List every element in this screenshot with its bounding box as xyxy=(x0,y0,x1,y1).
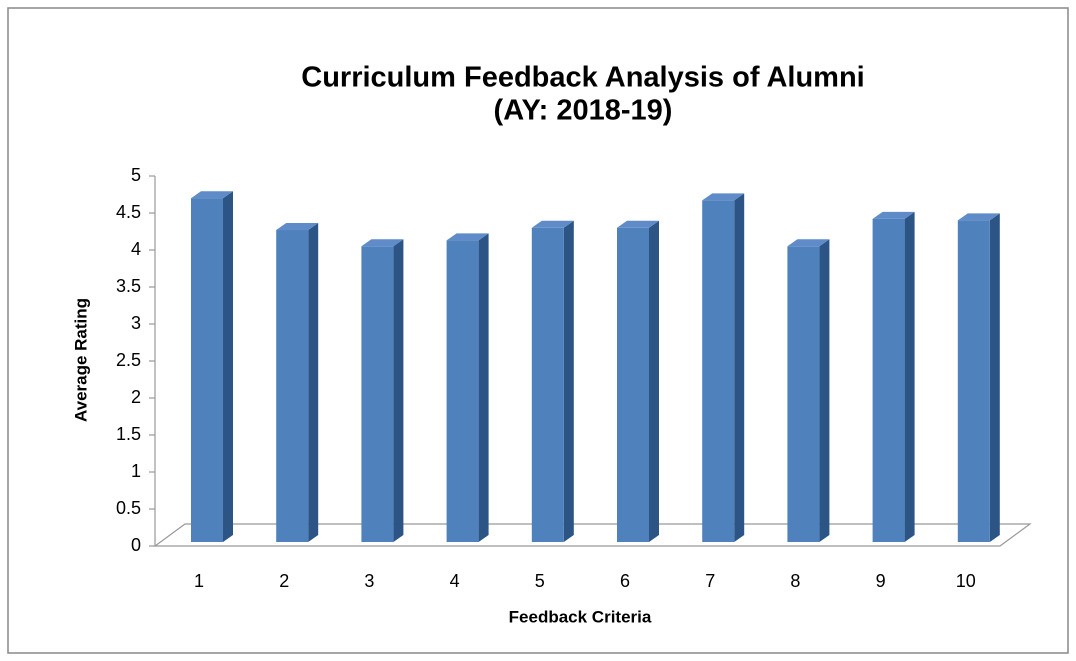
bar-side xyxy=(478,233,489,542)
y-tick-label: 2.5 xyxy=(116,350,141,370)
bar-side xyxy=(393,239,404,543)
bar xyxy=(276,230,309,542)
bar-top xyxy=(531,220,574,228)
x-tick-label: 1 xyxy=(194,571,204,591)
floor xyxy=(153,523,1032,547)
x-tick-label: 5 xyxy=(535,571,545,591)
bar-side xyxy=(734,193,745,543)
bar-top xyxy=(361,239,404,247)
chart-title: Curriculum Feedback Analysis of Alumni xyxy=(301,62,864,94)
bar xyxy=(702,200,735,543)
bar-side xyxy=(308,223,319,542)
bar-side xyxy=(989,213,1000,542)
x-tick-label: 4 xyxy=(450,571,460,591)
x-tick-label: 6 xyxy=(620,571,630,591)
bar-top xyxy=(276,223,319,231)
bar-top xyxy=(446,233,489,241)
bar-top xyxy=(617,220,659,228)
bar xyxy=(361,246,394,543)
y-axis-title: Average Rating xyxy=(71,298,90,422)
y-tick-label: 1.5 xyxy=(116,424,141,444)
x-axis-title: Feedback Criteria xyxy=(509,607,652,626)
bar-side xyxy=(223,191,233,542)
y-tick-label: 0.5 xyxy=(116,498,141,518)
y-tick-label: 4 xyxy=(131,239,141,259)
chart-subtitle: (AY: 2018-19) xyxy=(494,95,673,127)
x-tick-label: 10 xyxy=(956,571,976,591)
y-tick-label: 5 xyxy=(131,165,141,185)
bar-top xyxy=(702,193,745,201)
bar xyxy=(957,220,990,542)
bar-side xyxy=(649,220,659,543)
bar-top xyxy=(787,239,830,247)
bar xyxy=(787,246,820,543)
x-tick-label: 8 xyxy=(790,571,800,591)
y-tick-label: 1 xyxy=(131,461,141,481)
bar-side xyxy=(819,239,830,543)
x-tick-label: 3 xyxy=(364,571,374,591)
y-tick-label: 0 xyxy=(131,535,141,555)
y-tick-label: 4.5 xyxy=(116,202,141,222)
y-tick-label: 3 xyxy=(131,313,141,333)
bar-top xyxy=(872,211,915,219)
x-tick-label: 7 xyxy=(705,571,715,591)
bar xyxy=(446,240,479,542)
x-tick-label: 2 xyxy=(279,571,289,591)
bar xyxy=(872,218,905,543)
bar xyxy=(531,227,564,543)
bar-side xyxy=(904,211,915,543)
bar-top xyxy=(191,191,233,199)
bar xyxy=(191,198,223,542)
bar-side xyxy=(563,220,574,543)
x-tick-label: 9 xyxy=(876,571,886,591)
bar-top xyxy=(957,213,1000,221)
y-tick-label: 3.5 xyxy=(116,276,141,296)
bar xyxy=(617,227,649,543)
y-tick-label: 2 xyxy=(131,387,141,407)
